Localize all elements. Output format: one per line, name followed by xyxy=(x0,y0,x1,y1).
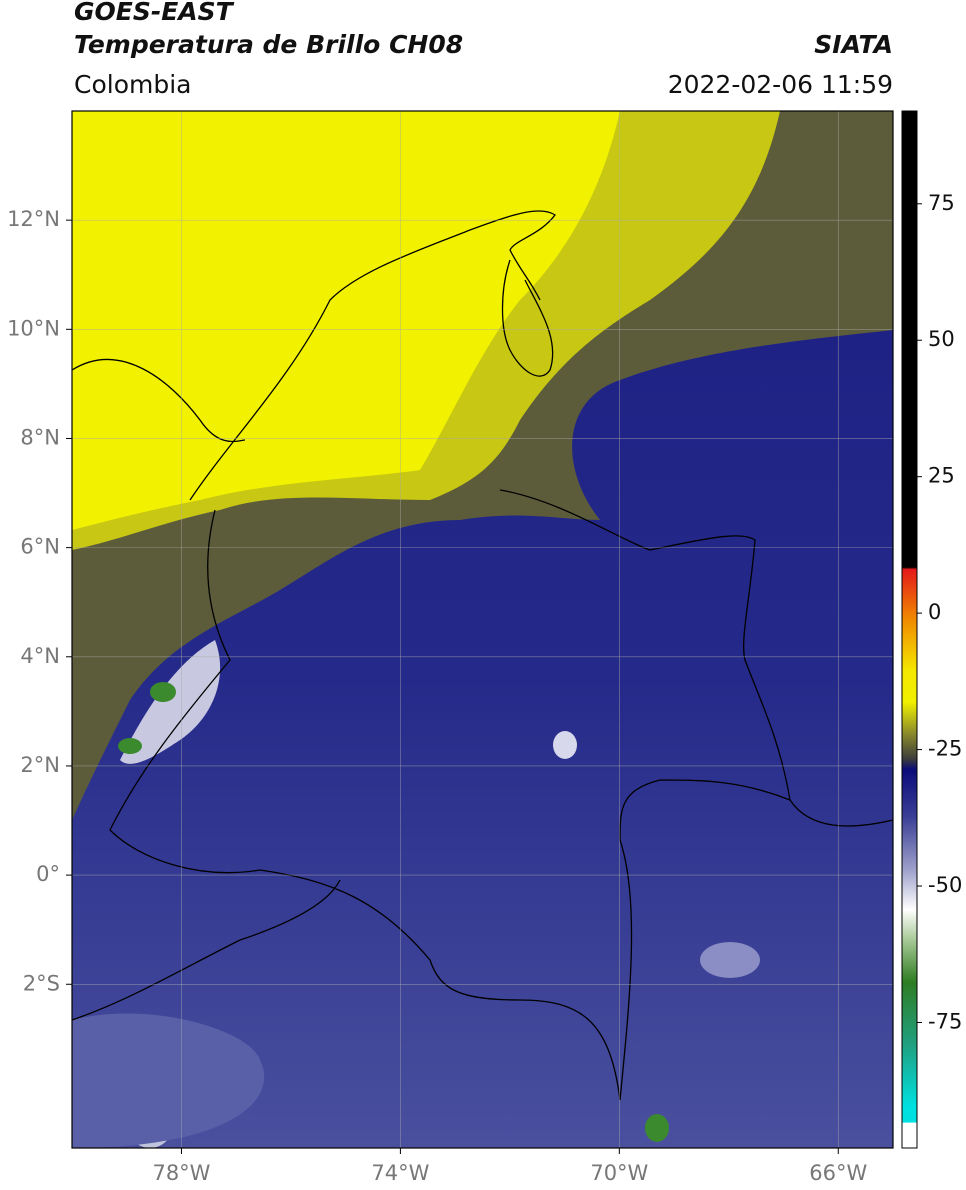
grid xyxy=(72,111,893,1148)
y-tick-label: 12°N xyxy=(7,207,60,231)
y-tick-label: 10°N xyxy=(7,316,60,340)
x-tick-label: 78°W xyxy=(152,1161,210,1185)
colorbar-tick-label: 0 xyxy=(928,600,941,624)
colorbar xyxy=(901,110,918,1149)
colorbar-tick-label: 50 xyxy=(928,327,955,351)
map-frame xyxy=(71,110,894,1149)
y-tick-label: 2°N xyxy=(20,753,60,777)
y-tick-label: 0° xyxy=(36,862,60,886)
satellite-image xyxy=(72,111,893,1148)
colorbar-tick-label: -50 xyxy=(928,873,962,897)
colorbar-tick-label: -25 xyxy=(928,737,962,761)
product: Temperatura de Brillo CH08 xyxy=(74,30,464,59)
region: Colombia xyxy=(74,70,192,99)
y-tick-label: 2°S xyxy=(23,971,60,995)
datetime: 2022-02-06 11:59 xyxy=(667,70,893,99)
colorbar-tick-label: 75 xyxy=(928,191,955,215)
x-tick-label: 66°W xyxy=(809,1161,867,1185)
satellite: GOES-EAST xyxy=(74,0,233,26)
x-tick-label: 74°W xyxy=(371,1161,429,1185)
x-tick-label: 70°W xyxy=(590,1161,648,1185)
y-tick-label: 6°N xyxy=(20,535,60,559)
colorbar-tick-label: 25 xyxy=(928,464,955,488)
y-tick-label: 8°N xyxy=(20,425,60,449)
y-tick-label: 4°N xyxy=(20,644,60,668)
agency: SIATA xyxy=(814,30,893,59)
colorbar-tick-label: -75 xyxy=(928,1009,962,1033)
